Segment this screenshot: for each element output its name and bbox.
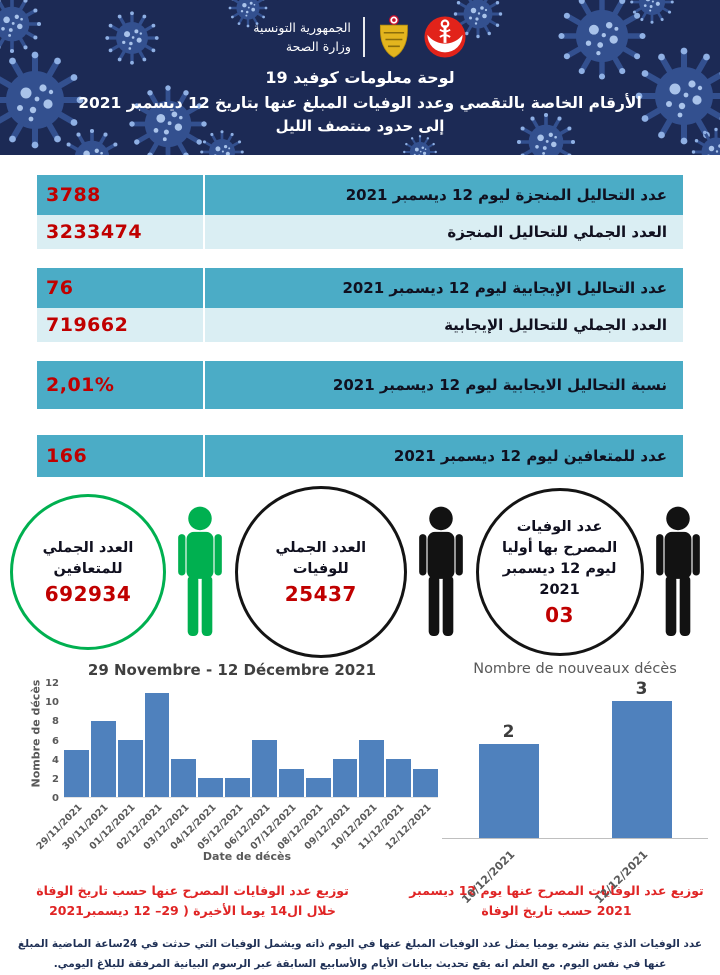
stat-value: 3788 bbox=[46, 184, 101, 206]
total-deaths-circle: العدد الجملي للوفيات 25437 bbox=[234, 486, 407, 658]
bar-data-label: 3 bbox=[635, 679, 648, 699]
stat-row-positive-today: 76 عدد التحاليل الإيجابية ليوم 12 ديسمبر… bbox=[37, 268, 683, 308]
divider bbox=[203, 175, 205, 215]
circle-label: عدد الوفيات المصرح بها أوليا ليوم 12 ديس… bbox=[501, 518, 618, 599]
plot-area bbox=[64, 683, 439, 798]
ministry-label: وزارة الصحة bbox=[285, 39, 351, 54]
stat-row-positivity-rate: 2,01% نسبة التحاليل الايجابية ليوم 12 دي… bbox=[37, 361, 683, 409]
bar bbox=[64, 683, 89, 797]
header-banner: الجمهورية التونسية وزارة الصحة لوحة معلو… bbox=[0, 0, 720, 155]
stat-label: العدد الجملي للتحاليل الإيجابية bbox=[444, 316, 667, 334]
circle-label: العدد الجملي للمتعافين bbox=[42, 539, 134, 577]
stat-row-tests-today: 3788 عدد التحاليل المنجزة ليوم 12 ديسمبر… bbox=[37, 175, 683, 215]
stat-row-positive-total: 719662 العدد الجملي للتحاليل الإيجابية bbox=[37, 308, 683, 342]
stat-label: نسبة التحاليل الايجابية ليوم 12 ديسمبر 2… bbox=[332, 376, 667, 394]
stat-label: عدد التحاليل المنجزة ليوم 12 ديسمبر 2021 bbox=[345, 186, 667, 204]
stat-value: 3233474 bbox=[46, 221, 143, 243]
stat-value: 76 bbox=[46, 277, 74, 299]
stat-value: 2,01% bbox=[46, 374, 115, 396]
bar bbox=[252, 683, 277, 797]
bar: 2 bbox=[442, 679, 575, 838]
person-recovered-icon bbox=[178, 506, 223, 636]
title-line-3: إلى حدود منتصف الليل bbox=[275, 116, 445, 135]
divider bbox=[203, 215, 205, 249]
bar-data-label: 2 bbox=[502, 722, 515, 743]
bar bbox=[90, 683, 116, 797]
total-recovered-circle: العدد الجملي للمتعافين 692934 bbox=[10, 494, 166, 650]
stat-row-tests-total: 3233474 العدد الجملي للتحاليل المنجزة bbox=[37, 215, 683, 249]
divider bbox=[203, 361, 205, 409]
y-tick: 10 bbox=[45, 697, 59, 709]
bar bbox=[359, 683, 385, 797]
health-ministry-logo-icon bbox=[424, 16, 466, 58]
stat-label: عدد للمتعافين ليوم 12 ديسمبر 2021 bbox=[393, 447, 667, 465]
person-new-deaths-icon bbox=[656, 506, 700, 636]
bar bbox=[413, 683, 439, 797]
stat-row-recovered-today: 166 عدد للمتعافين ليوم 12 ديسمبر 2021 bbox=[37, 435, 683, 477]
divider bbox=[203, 268, 205, 308]
bar bbox=[332, 683, 358, 797]
title-line-1: لوحة معلومات كوفيد 19 bbox=[265, 68, 455, 87]
y-tick: 8 bbox=[52, 716, 59, 728]
dashboard-title: لوحة معلومات كوفيد 19 الأرقام الخاصة بال… bbox=[0, 66, 720, 138]
bar bbox=[305, 683, 331, 797]
deaths-by-date-chart: 29 Novembre - 12 Décembre 2021 Nombre de… bbox=[26, 661, 439, 873]
bar bbox=[171, 683, 197, 797]
bar bbox=[278, 683, 304, 797]
circle-value: 25437 bbox=[284, 582, 357, 607]
right-chart-caption: توزيع عدد الوفايات المصرح عنها يوم 12 دي… bbox=[409, 883, 704, 918]
divider bbox=[203, 435, 205, 477]
y-tick: 4 bbox=[52, 754, 59, 766]
tunisia-coat-of-arms-icon bbox=[379, 15, 408, 58]
circle-label: العدد الجملي للوفيات bbox=[275, 539, 367, 577]
stat-label: العدد الجملي للتحاليل المنجزة bbox=[447, 223, 667, 241]
stat-value: 166 bbox=[46, 445, 88, 467]
government-name: الجمهورية التونسية وزارة الصحة bbox=[253, 18, 351, 57]
y-axis-label: Nombre de décès bbox=[29, 679, 43, 788]
chart-captions: توزيع عدد الوفايات المصرح عنها حسب تاريخ… bbox=[0, 881, 720, 921]
x-axis-ticks: 29/11/2021 30/11/2021 01/12/2021 02/12/2021… bbox=[34, 798, 438, 856]
bar bbox=[225, 683, 251, 797]
chart-title: 29 Novembre - 12 Décembre 2021 bbox=[87, 661, 377, 679]
circle-value: 03 bbox=[545, 603, 574, 628]
charts-section: 29 Novembre - 12 Décembre 2021 Nombre de… bbox=[0, 661, 720, 906]
circle-value: 692934 bbox=[44, 582, 132, 607]
republic-label: الجمهورية التونسية bbox=[253, 19, 351, 35]
divider bbox=[203, 308, 205, 342]
chart-title: Nombre de nouveaux décès bbox=[473, 661, 677, 677]
y-tick: 2 bbox=[52, 773, 59, 785]
person-deaths-icon bbox=[419, 506, 464, 636]
bar bbox=[198, 683, 224, 797]
bar bbox=[386, 683, 412, 797]
y-tick: 12 bbox=[45, 678, 59, 689]
x-axis-label: Date de décès bbox=[202, 850, 292, 863]
footnote: عدد الوفيات الذي يتم نشره يوميا يمثل عدد… bbox=[17, 938, 703, 970]
totals-section: العدد الجملي للمتعافين 692934 العدد الجم… bbox=[0, 477, 720, 661]
stats-section: 3788 عدد التحاليل المنجزة ليوم 12 ديسمبر… bbox=[0, 155, 720, 477]
x-tick: 12/12/2021 bbox=[383, 802, 434, 853]
bar bbox=[144, 683, 170, 797]
stat-label: عدد التحاليل الإيجابية ليوم 12 ديسمبر 20… bbox=[342, 279, 667, 297]
y-axis-ticks: 0 2 4 6 8 10 12 bbox=[42, 678, 64, 804]
y-tick: 6 bbox=[52, 735, 59, 747]
divider bbox=[362, 17, 365, 57]
bar bbox=[117, 683, 143, 797]
stat-value: 719662 bbox=[46, 314, 129, 336]
y-tick: 0 bbox=[52, 793, 59, 804]
title-line-2: الأرقام الخاصة بالتقصي وعدد الوفيات المب… bbox=[78, 93, 642, 112]
bar: 3 bbox=[575, 679, 708, 838]
left-chart-caption: توزيع عدد الوفايات المصرح عنها حسب تاريخ… bbox=[36, 883, 349, 918]
government-identity: الجمهورية التونسية وزارة الصحة bbox=[0, 0, 720, 62]
new-deaths-circle: عدد الوفيات المصرح بها أوليا ليوم 12 ديس… bbox=[475, 488, 644, 656]
